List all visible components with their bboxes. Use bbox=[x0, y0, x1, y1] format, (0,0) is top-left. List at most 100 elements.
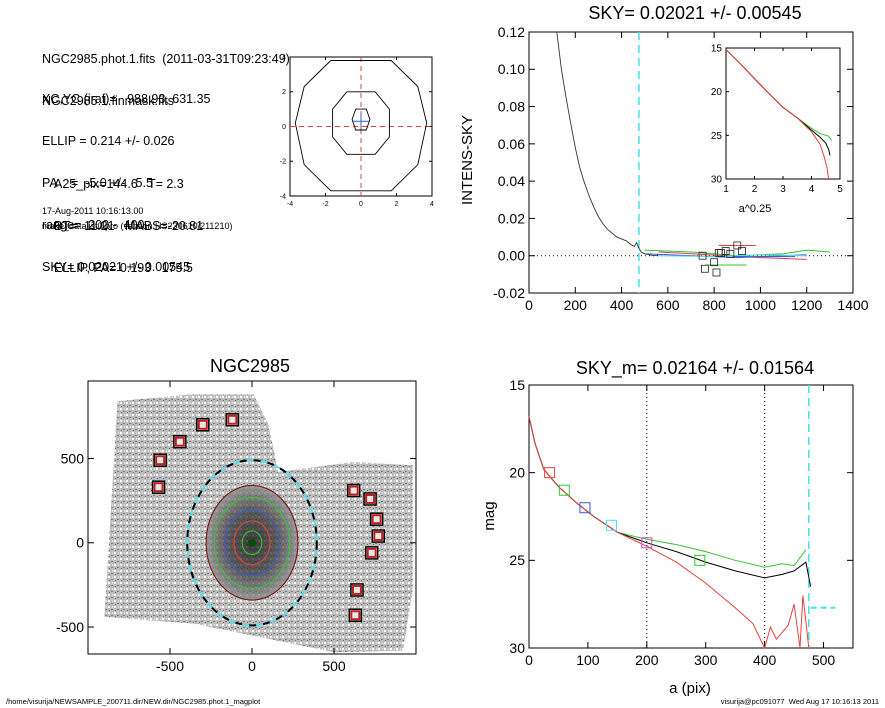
intens-ytick-label: 0.02 bbox=[498, 210, 525, 226]
isophote-ellipse bbox=[213, 496, 291, 589]
inset-ytick-label: 25 bbox=[711, 131, 723, 142]
inset-ytick-label: 20 bbox=[711, 87, 723, 98]
inset-ytick-label: 15 bbox=[711, 44, 723, 55]
mag-profile-line bbox=[528, 416, 812, 587]
mask-box-inner bbox=[366, 547, 377, 558]
inset-background bbox=[726, 48, 840, 179]
sky-box-marker bbox=[710, 258, 719, 267]
isophote-ellipse bbox=[224, 509, 280, 577]
intensity-plot-ylabel: INTENS-SKY bbox=[459, 115, 476, 205]
mag-box-marker bbox=[544, 467, 556, 479]
sky-box-marker bbox=[738, 247, 746, 255]
mask-box-inner bbox=[371, 514, 382, 525]
mask-box-inner bbox=[197, 419, 208, 430]
inset-xtick-label: 5 bbox=[837, 184, 843, 195]
intens-xtick-label: 1200 bbox=[791, 297, 822, 313]
mask-box-inner bbox=[227, 414, 238, 425]
isophote-ellipse bbox=[186, 459, 318, 627]
sky-box-marker bbox=[712, 268, 721, 277]
isophote-ellipse bbox=[233, 520, 271, 566]
intens-xtick-label: 0 bbox=[525, 297, 533, 313]
contour-plot: -4 -2 0 2 4 -4 -2 0 2 4 bbox=[280, 54, 434, 208]
mag-box-marker bbox=[605, 519, 617, 531]
footer-filepath: /home/visurija/NEWSAMPLE_200711.dir/NEW.… bbox=[6, 697, 261, 706]
intens-ytick-label: 0.10 bbox=[498, 61, 525, 77]
sky-box-marker bbox=[721, 247, 730, 255]
mag-frame bbox=[528, 384, 854, 649]
galaxy-center bbox=[248, 538, 256, 547]
mag-ytick-label: 30 bbox=[509, 640, 525, 656]
sky-box-marker bbox=[698, 251, 707, 260]
mag-profile-line bbox=[528, 416, 807, 568]
sky-box-marker bbox=[733, 241, 742, 250]
contour-ytick-label: -4 bbox=[280, 193, 286, 200]
intens-xtick-label: 800 bbox=[702, 297, 726, 313]
sky-box-marker bbox=[726, 249, 735, 258]
file-info-block: NGC2985.phot.1.fits (2011-03-31T09:23:49… bbox=[42, 24, 290, 136]
mask-box-inner bbox=[351, 584, 362, 595]
image-ytick-label: 500 bbox=[61, 450, 85, 466]
inset-ytick-label: 30 bbox=[711, 175, 723, 186]
mag-plot-xlabel: a (pix) bbox=[669, 680, 711, 697]
info-line: SKY= 0.02021 +/- 0.00545 bbox=[42, 260, 191, 274]
intens-ytick-label: 0.08 bbox=[498, 98, 525, 114]
inset-xtick-label: 4 bbox=[809, 184, 815, 195]
contour-level bbox=[294, 60, 428, 192]
magnitude-profile-plot: 0 100 200 300 400 500 15 20 25 30 bbox=[509, 377, 854, 668]
mask-box-inner bbox=[373, 531, 384, 542]
contour-ytick-label: 0 bbox=[282, 124, 286, 131]
mag-plot-ylabel: mag bbox=[481, 501, 498, 530]
contour-level bbox=[332, 91, 390, 155]
info-line: ELLIP, PA= 0.193 175.5 bbox=[54, 261, 193, 275]
inset-profile-line bbox=[725, 49, 830, 180]
mag-xtick-label: 0 bbox=[525, 652, 533, 668]
image-xtick-label: 0 bbox=[248, 658, 256, 674]
mag-plot-title: SKY_m= 0.02164 +/- 0.01564 bbox=[576, 358, 814, 379]
contour-xtick-label: -4 bbox=[287, 201, 293, 208]
intensity-profile-line bbox=[556, 31, 659, 257]
contour-xtick-label: 0 bbox=[359, 201, 363, 208]
intens-xtick-label: 1000 bbox=[745, 297, 776, 313]
intens-xtick-label: 200 bbox=[564, 297, 588, 313]
mag-xtick-label: 500 bbox=[812, 652, 836, 668]
mask-box-inner bbox=[365, 493, 376, 504]
contour-ytick-label: 4 bbox=[282, 54, 286, 61]
intens-xtick-label: 1400 bbox=[837, 297, 868, 313]
program-version-text: make_datalist0.pro (version HS230610/211… bbox=[42, 221, 233, 231]
contour-xtick-label: 4 bbox=[430, 201, 434, 208]
image-plot-title: NGC2985 bbox=[210, 356, 290, 376]
mag-ytick-label: 15 bbox=[509, 377, 525, 393]
sky-box-marker bbox=[717, 249, 725, 257]
info-line: PA = -5.0 +/- 5.5 bbox=[42, 176, 153, 190]
inset-xtick-label: 2 bbox=[752, 184, 758, 195]
fit-parameters-block: XC,YC (iraf)= 988.93, 631.35 ELLIP = 0.2… bbox=[42, 64, 211, 302]
mask-box-inner bbox=[348, 485, 359, 496]
intensity-plot: 0 200 400 600 800 1000 1200 1400 -0.02 0.00 0.02 0.… bbox=[493, 24, 869, 313]
mag-ytick-label: 20 bbox=[509, 465, 525, 481]
inset-plot: 1 2 3 4 5 15 20 25 30 bbox=[711, 44, 843, 196]
inset-xtick-label: 3 bbox=[780, 184, 786, 195]
info-line: BT= 11.21 MABS=-20.81 bbox=[54, 219, 204, 233]
intens-xtick-label: 600 bbox=[656, 297, 680, 313]
contour-ytick-label: -2 bbox=[280, 159, 286, 166]
intens-xtick-label: 400 bbox=[610, 297, 634, 313]
image-ytick-label: 0 bbox=[76, 535, 84, 551]
info-line: A25_pix=144.6 T= 2.3 bbox=[54, 177, 184, 191]
isophote-ellipse bbox=[241, 530, 263, 556]
intens-ytick-label: 0.06 bbox=[498, 136, 525, 152]
image-xtick-label: 500 bbox=[322, 658, 346, 674]
intens-ytick-label: 0.12 bbox=[498, 24, 525, 40]
intens-ytick-label: 0.00 bbox=[498, 248, 525, 264]
mask-box-inner bbox=[350, 610, 361, 621]
mag-xtick-label: 400 bbox=[753, 652, 777, 668]
mag-box-marker bbox=[641, 537, 653, 549]
footer-user-timestamp: visurija@pc091077 Wed Aug 17 10:16:13 20… bbox=[720, 697, 879, 706]
outer-profile-line bbox=[658, 254, 807, 258]
intensity-plot-title: SKY= 0.02021 +/- 0.00545 bbox=[588, 3, 801, 23]
galaxy-image-plot: -500 0 500 -500 0 500 bbox=[56, 380, 417, 674]
mask-box-inner bbox=[155, 455, 166, 466]
mag-xtick-label: 300 bbox=[694, 652, 718, 668]
mag-box-marker bbox=[558, 484, 570, 496]
